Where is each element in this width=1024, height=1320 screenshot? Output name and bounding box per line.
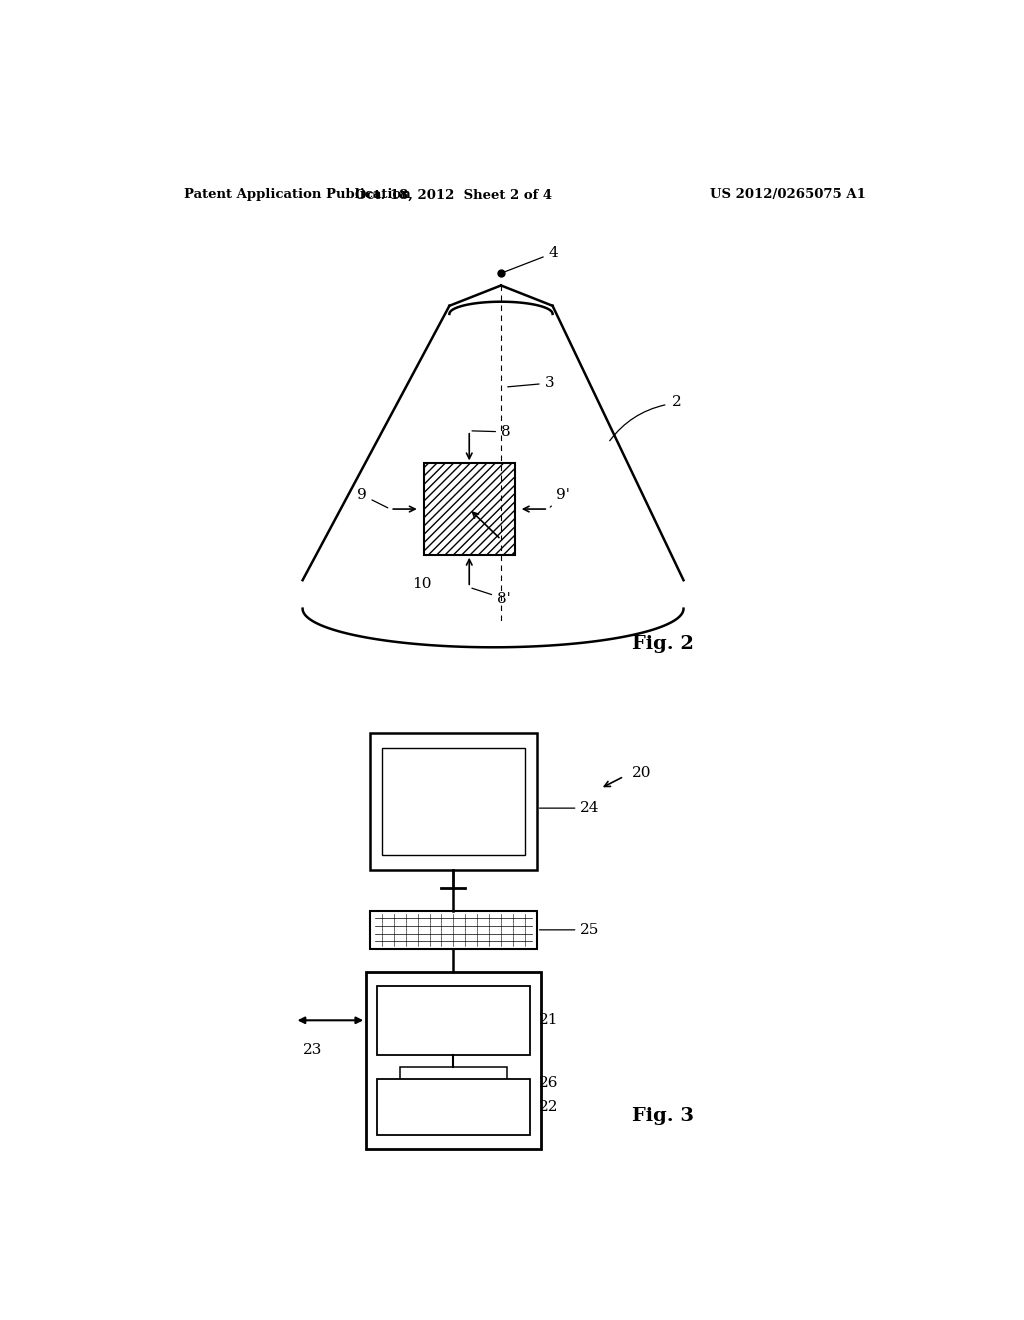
- Bar: [400, 1067, 507, 1100]
- Text: Patent Application Publication: Patent Application Publication: [183, 189, 411, 202]
- Text: 8': 8': [472, 589, 511, 606]
- Text: 23: 23: [303, 1043, 322, 1057]
- Text: Fig. 3: Fig. 3: [632, 1107, 694, 1125]
- Text: 26: 26: [539, 1076, 558, 1090]
- Text: 20: 20: [632, 767, 651, 780]
- Bar: [424, 463, 515, 554]
- Text: 9: 9: [357, 488, 388, 508]
- Bar: [367, 972, 541, 1150]
- Text: 22: 22: [539, 1100, 558, 1114]
- Bar: [377, 986, 529, 1055]
- Text: 8: 8: [472, 425, 511, 438]
- Bar: [370, 911, 537, 949]
- Text: 2: 2: [672, 395, 681, 409]
- Text: Fig. 2: Fig. 2: [632, 635, 694, 653]
- Text: US 2012/0265075 A1: US 2012/0265075 A1: [711, 189, 866, 202]
- Text: 4: 4: [504, 246, 558, 272]
- Text: 9': 9': [550, 488, 570, 507]
- Text: 3: 3: [508, 376, 554, 391]
- Bar: [377, 1080, 529, 1135]
- Bar: [382, 748, 524, 854]
- Text: 10: 10: [412, 577, 431, 591]
- Text: 25: 25: [540, 923, 600, 937]
- Bar: [370, 733, 537, 870]
- Text: 21: 21: [539, 1014, 558, 1027]
- Text: Oct. 18, 2012  Sheet 2 of 4: Oct. 18, 2012 Sheet 2 of 4: [354, 189, 552, 202]
- Text: 24: 24: [540, 801, 600, 816]
